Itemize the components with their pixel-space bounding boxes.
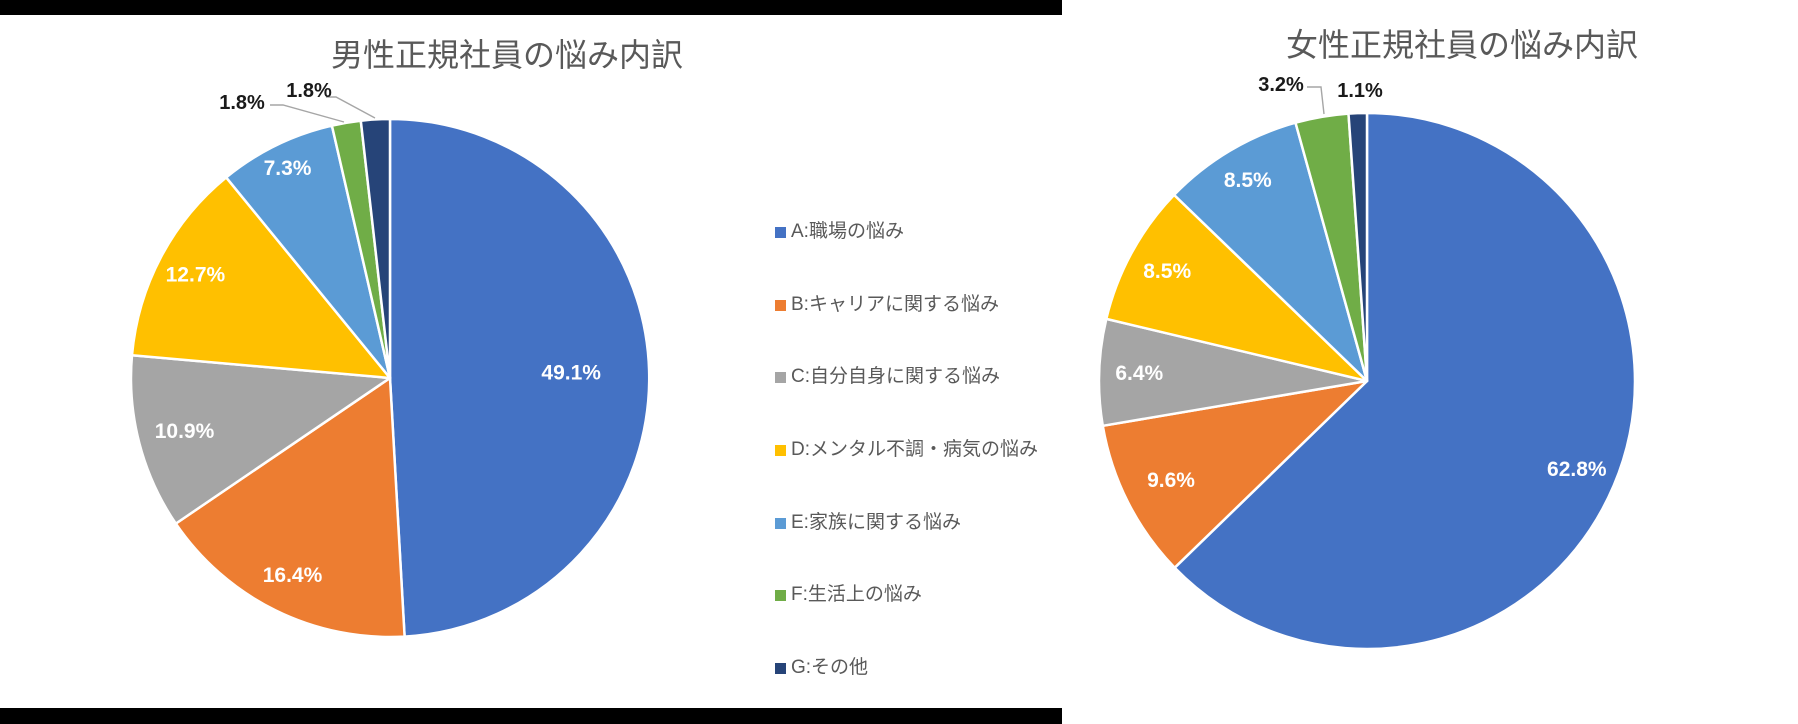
data-label-male-G: 1.8%	[286, 80, 332, 102]
data-label-female-D: 8.5%	[1143, 260, 1191, 283]
pie-slice-male-A	[388, 117, 651, 638]
pie-slice-male-G	[359, 117, 392, 380]
data-label-male-F: 1.8%	[219, 92, 265, 114]
data-label-female-B: 9.6%	[1147, 469, 1195, 492]
top-border-bar	[0, 0, 1062, 15]
data-label-male-C: 10.9%	[155, 420, 215, 443]
data-label-female-G: 1.1%	[1337, 80, 1383, 102]
bottom-border-bar	[0, 708, 1062, 724]
leader-line-female-F	[1307, 86, 1325, 115]
data-label-female-F: 3.2%	[1258, 74, 1304, 96]
pie-slice-male-D	[130, 176, 392, 380]
data-label-male-D: 12.7%	[166, 264, 226, 287]
pie-slice-male-C	[129, 353, 392, 525]
data-label-male-E: 7.3%	[264, 157, 312, 180]
pie-slice-female-D	[1105, 193, 1369, 383]
leader-line-male-F	[270, 104, 345, 123]
female-chart-title: 女性正規社員の悩み内訳	[1285, 27, 1638, 63]
male-chart-title: 男性正規社員の悩み内訳	[330, 37, 683, 73]
pie-slice-female-A	[1173, 111, 1637, 651]
data-label-female-A: 62.8%	[1547, 458, 1607, 481]
pie-slice-female-G	[1347, 111, 1369, 383]
pie-slice-female-B	[1101, 379, 1369, 569]
data-label-female-E: 8.5%	[1224, 169, 1272, 192]
data-label-male-B: 16.4%	[263, 564, 323, 587]
pie-slice-female-E	[1172, 121, 1369, 383]
data-label-male-A: 49.1%	[541, 361, 601, 384]
data-label-female-C: 6.4%	[1115, 362, 1163, 385]
leader-line-male-G	[326, 96, 376, 119]
pie-slice-male-B	[174, 376, 406, 639]
pie-slice-male-E	[224, 124, 392, 380]
